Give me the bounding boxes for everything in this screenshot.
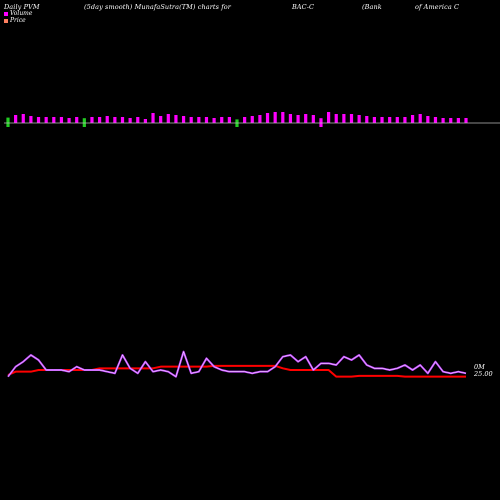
legend-volume-label: Volume <box>10 10 33 17</box>
volume-bar <box>136 117 140 123</box>
pvm-line-highlight <box>7 351 467 377</box>
volume-bar <box>159 116 163 123</box>
volume-bar <box>418 114 422 123</box>
volume-bar <box>204 117 209 123</box>
volume-bar <box>98 117 102 123</box>
volume-bar <box>349 114 354 123</box>
header-company-part2: of America C <box>415 3 460 11</box>
axis-label-volume: 0M <box>474 363 485 371</box>
volume-bar <box>212 118 216 123</box>
volume-bar <box>113 117 117 123</box>
axis-label-price: 25.00 <box>474 370 493 378</box>
volume-bar <box>265 113 270 123</box>
volume-bar <box>174 115 178 123</box>
volume-bar <box>197 117 201 123</box>
volume-bar <box>227 117 231 123</box>
volume-bar <box>52 117 56 123</box>
volume-bar <box>395 117 399 123</box>
volume-bar <box>304 114 308 123</box>
volume-bar <box>120 117 125 123</box>
volume-bar <box>388 117 392 123</box>
volume-bar <box>342 114 346 123</box>
volume-bar <box>21 114 25 123</box>
volume-bar <box>75 117 79 123</box>
volume-bars <box>6 112 468 127</box>
volume-bar <box>372 117 376 123</box>
volume-bar <box>288 114 293 123</box>
legend-price: Price <box>4 17 26 24</box>
header-title: Daily PVM <box>4 3 40 11</box>
volume-bar <box>243 117 247 123</box>
volume-bar <box>449 118 453 123</box>
volume-bar <box>44 117 48 123</box>
volume-bar <box>357 115 361 123</box>
volume-bar <box>311 115 315 123</box>
volume-bar <box>181 116 186 123</box>
pvm-line <box>7 350 467 378</box>
legend-price-swatch <box>4 18 8 23</box>
volume-bar <box>59 117 64 123</box>
header-subtitle: (5day smooth) MunafaSutra(TM) charts for <box>84 3 231 11</box>
volume-bar <box>166 114 170 123</box>
header-symbol: BAC-C <box>292 3 315 11</box>
legend-volume-swatch <box>4 11 8 16</box>
volume-bar <box>143 119 147 123</box>
volume-bar <box>128 118 132 123</box>
volume-bar <box>14 115 18 123</box>
header-company-part1: (Bank <box>362 3 382 11</box>
volume-bar <box>403 117 407 123</box>
volume-bar <box>6 117 10 127</box>
volume-bar <box>36 117 41 123</box>
volume-bar <box>189 117 193 123</box>
volume-bar <box>105 116 109 123</box>
volume-bar <box>250 116 254 123</box>
volume-bar <box>273 112 277 123</box>
legend-price-label: Price <box>10 17 26 24</box>
volume-bar <box>334 114 338 123</box>
volume-bar <box>433 117 438 123</box>
volume-bar <box>464 118 468 123</box>
volume-bar <box>67 118 71 123</box>
volume-bar <box>29 116 33 123</box>
volume-bar <box>365 116 369 123</box>
volume-bar <box>456 118 460 123</box>
volume-bar <box>327 112 331 123</box>
volume-bar <box>410 115 415 123</box>
volume-bar <box>151 113 155 123</box>
price-lines <box>7 350 467 378</box>
volume-bar <box>380 117 384 123</box>
volume-bar <box>220 117 224 123</box>
volume-bar <box>90 117 94 123</box>
volume-bar <box>426 116 430 123</box>
legend-volume: Volume <box>4 10 32 17</box>
volume-bar <box>281 112 285 123</box>
volume-bar <box>296 115 300 123</box>
volume-bar <box>441 118 445 123</box>
volume-bar <box>258 115 262 123</box>
